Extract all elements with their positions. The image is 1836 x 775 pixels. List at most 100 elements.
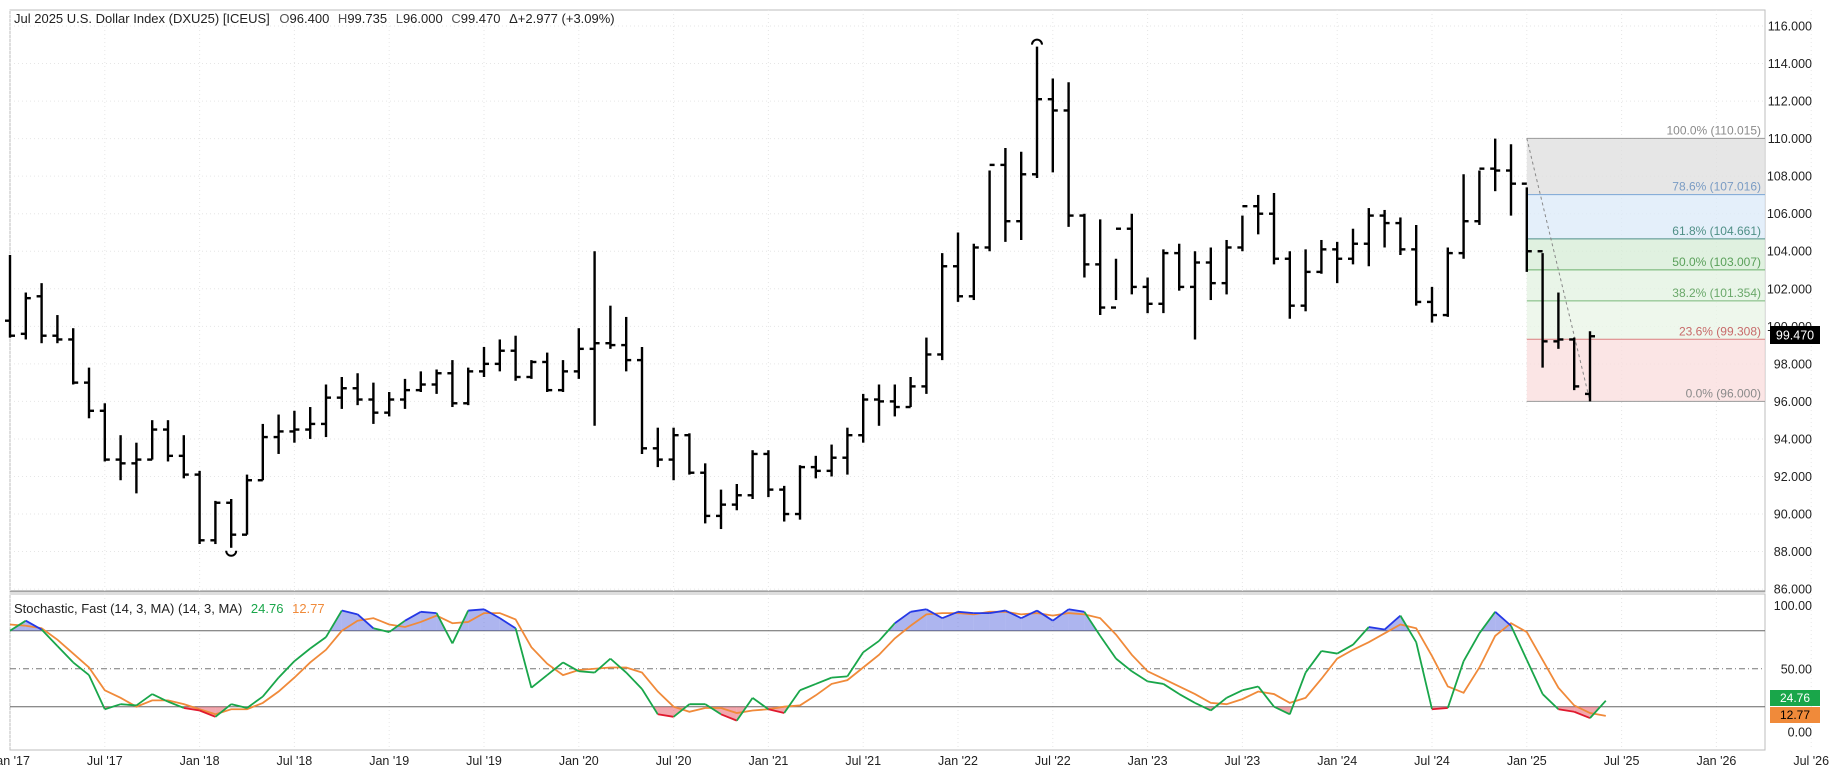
ohlc-bar <box>52 315 63 344</box>
ohlc-bar <box>1427 286 1437 323</box>
fib-level-label: 38.2% (101.354) <box>1672 286 1761 300</box>
ohlc-bar <box>605 305 616 349</box>
stoch-k-segment <box>1036 609 1054 622</box>
stoch-k-segment <box>799 683 817 692</box>
ohlc-bar <box>795 465 805 520</box>
stoch-k-segment <box>831 675 848 679</box>
y-tick-label: 116.000 <box>1768 20 1812 34</box>
stoch-k-segment <box>1494 611 1512 627</box>
x-tick-label: Jul '26 <box>1793 754 1829 768</box>
fib-zone <box>1526 269 1765 301</box>
stoch-k-segment <box>499 617 517 630</box>
change-value: Δ+2.977 (+3.09%) <box>509 11 615 26</box>
stoch-k-segment <box>1415 641 1433 710</box>
stoch-tick-label: 50.00 <box>1781 662 1812 676</box>
stoch-overbought-fill <box>1021 610 1037 631</box>
low-label: L <box>396 11 403 26</box>
ohlc-bar <box>321 384 331 438</box>
fib-level-label: 23.6% (99.308) <box>1679 324 1761 338</box>
ohlc-bar <box>1521 182 1532 272</box>
ohlc-bar <box>1316 239 1327 274</box>
stoch-k-segment <box>1273 705 1291 716</box>
stoch-k-segment <box>72 661 90 676</box>
time-axis[interactable]: Jan '17 Jul '17 Jan '18 Jul '18 Jan '19 Jul '… <box>0 754 1829 768</box>
stoch-k-segment <box>1242 685 1259 692</box>
ohlc-bar <box>242 474 252 536</box>
ohlc-bar <box>889 384 900 417</box>
y-tick-label: 92.000 <box>1774 470 1812 484</box>
ohlc-bar <box>1458 174 1469 259</box>
stoch-k-segment <box>1304 650 1323 674</box>
ohlc-bar <box>716 489 726 530</box>
ohlc-bar <box>210 500 221 545</box>
last-price-value: 99.470 <box>1776 329 1814 343</box>
stoch-k-segment <box>736 697 754 722</box>
stoch-k-segment <box>989 609 1006 614</box>
ohlc-bar <box>573 328 584 379</box>
x-tick-label: Jul '17 <box>87 754 123 768</box>
y-tick-label: 96.000 <box>1774 395 1812 409</box>
ohlc-bar <box>1000 148 1011 242</box>
ohlc-bar <box>984 163 995 252</box>
stoch-k-segment <box>1147 680 1164 685</box>
ohlc-bar <box>826 444 837 477</box>
stoch-k-segment <box>720 713 738 722</box>
stoch-k-segment <box>88 674 106 710</box>
stoch-k-segment <box>357 613 374 629</box>
stoch-k-segment <box>9 619 27 632</box>
stoch-overbought-fill <box>341 610 358 631</box>
x-tick-label: Jan '22 <box>938 754 978 768</box>
ohlc-bar <box>763 450 774 498</box>
ohlc-bar <box>684 433 695 475</box>
stoch-k-segment <box>293 647 311 662</box>
ohlc-bar <box>1032 46 1042 179</box>
ohlc-bar <box>558 360 568 393</box>
stochastic-panel-frame <box>9 593 1766 751</box>
stoch-k-segment <box>609 657 627 674</box>
ohlc-bar <box>384 392 395 417</box>
open-value: 96.400 <box>290 11 330 26</box>
y-tick-label: 98.000 <box>1774 357 1812 371</box>
stoch-overbought-fill <box>942 611 958 631</box>
stoch-k-segment <box>214 703 232 718</box>
ohlc-bar <box>1221 239 1232 295</box>
ohlc-bar <box>731 483 742 511</box>
high-value: 99.735 <box>347 11 387 26</box>
x-tick-label: Jan '19 <box>369 754 409 768</box>
stoch-k-segment <box>862 640 880 654</box>
ohlc-bar <box>1079 213 1090 278</box>
ohlc-bar <box>905 376 916 409</box>
price-axis[interactable]: 116.000 114.000 112.000 110.000 108.000 106.0… <box>1767 20 1812 597</box>
stoch-k-segment <box>404 611 422 622</box>
stoch-k-segment <box>1352 626 1370 646</box>
ohlc-bar <box>1569 337 1580 391</box>
symbol-title: Jul 2025 U.S. Dollar Index (DXU25) [ICEU… <box>14 11 270 26</box>
stoch-k-segment <box>783 689 801 714</box>
stoch-overbought-fill <box>973 613 990 631</box>
ohlc-bar <box>668 427 679 481</box>
ohlc-bar <box>542 352 553 393</box>
y-tick-label: 94.000 <box>1774 432 1812 446</box>
ohlc-bar <box>858 393 869 443</box>
fib-level-label: 50.0% (103.007) <box>1672 255 1761 269</box>
stoch-k-segment <box>752 697 769 710</box>
y-tick-label: 90.000 <box>1774 508 1812 522</box>
x-tick-label: Jan '21 <box>748 754 788 768</box>
ohlc-bar <box>779 485 790 522</box>
fib-level-label: 100.0% (110.015) <box>1666 123 1761 137</box>
ohlc-bar <box>447 360 458 408</box>
stoch-k-segment <box>1478 611 1496 634</box>
stoch-k-segment <box>910 608 927 613</box>
x-tick-label: Jan '26 <box>1696 754 1736 768</box>
ohlc-bar <box>1506 144 1516 216</box>
y-tick-label: 110.000 <box>1768 132 1812 146</box>
ohlc-bar <box>1490 138 1501 192</box>
stoch-k-segment <box>104 703 121 711</box>
stochastic-title: Stochastic, Fast (14, 3, MA) (14, 3, MA) <box>14 601 242 616</box>
stoch-k-segment <box>1288 672 1307 715</box>
stoch-d-value: 12.77 <box>292 601 325 616</box>
y-tick-label: 102.000 <box>1767 282 1812 296</box>
ohlc-bar <box>131 442 142 494</box>
low-value: 96.000 <box>403 11 443 26</box>
